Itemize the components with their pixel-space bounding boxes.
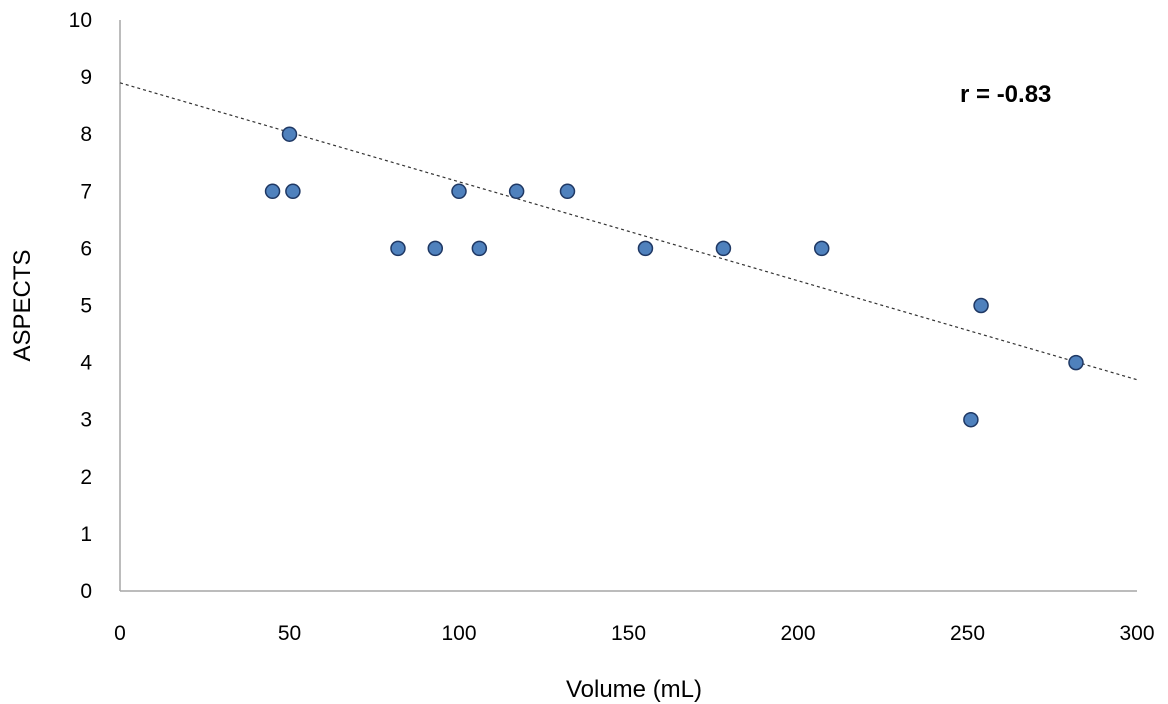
- data-point: [285, 183, 301, 200]
- data-point: [813, 240, 830, 257]
- x-tick-label: 300: [1119, 622, 1154, 645]
- data-point: [451, 183, 467, 200]
- data-point: [963, 411, 979, 428]
- y-tick-label: 5: [80, 295, 92, 318]
- x-axis-title: Volume (mL): [566, 676, 702, 703]
- data-point: [427, 240, 444, 257]
- y-tick-label: 8: [80, 123, 92, 146]
- data-point: [637, 240, 654, 257]
- y-tick-label: 4: [80, 352, 92, 375]
- x-tick-label: 250: [950, 622, 985, 645]
- y-tick-label: 0: [80, 580, 92, 603]
- x-tick-label: 50: [278, 622, 301, 645]
- data-point: [264, 183, 281, 200]
- y-tick-label: 10: [69, 9, 92, 32]
- y-tick-label: 3: [80, 409, 92, 432]
- trendline: [119, 82, 1138, 381]
- x-tick-label: 0: [114, 622, 126, 645]
- data-point: [715, 240, 732, 257]
- data-point: [973, 297, 989, 314]
- y-tick-label: 9: [80, 66, 92, 89]
- y-tick-label: 2: [80, 466, 92, 489]
- correlation-annotation: r = -0.83: [960, 81, 1051, 108]
- x-tick-label: 150: [611, 622, 646, 645]
- y-axis-title: ASPECTS: [9, 249, 36, 361]
- axes: [119, 20, 1137, 592]
- data-point: [281, 126, 298, 142]
- y-tick-label: 7: [80, 180, 92, 203]
- data-point: [471, 240, 488, 257]
- x-tick-label: 200: [780, 622, 815, 645]
- data-point: [559, 183, 576, 200]
- tick-labels: 0 50 100 150 200 250 300 0 1 2 3 4 5 6 7 8 9 10: [69, 9, 1155, 645]
- data-point: [508, 183, 525, 200]
- data-point: [1068, 354, 1084, 371]
- y-tick-label: 1: [80, 523, 92, 546]
- data-points: [264, 126, 1084, 428]
- y-tick-label: 6: [80, 237, 92, 260]
- x-tick-label: 100: [441, 622, 476, 645]
- data-point: [390, 240, 406, 257]
